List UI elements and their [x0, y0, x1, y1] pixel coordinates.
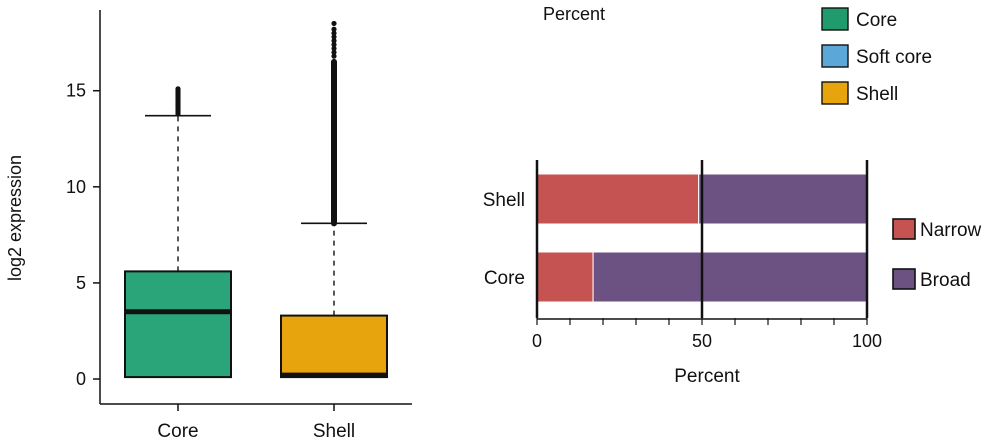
- boxplot-y-axis-label: log2 expression: [5, 155, 25, 281]
- stacked-bar-category-labels: Shell Core: [483, 190, 525, 289]
- stacked-bar-legend: Narrow Broad: [892, 218, 982, 291]
- outlier-point: [331, 30, 337, 36]
- y-tick-label: 5: [76, 273, 86, 293]
- stacked-bar-panel: Shell Core 0 50 100 Percent Narrow Broad: [483, 160, 982, 387]
- outlier-point: [331, 45, 337, 52]
- top-legend: Percent Core Soft core Shell: [543, 4, 932, 105]
- boxplot-panel: 0 5 10 15 Core Shell log2 expression: [5, 10, 412, 442]
- x-tick-label: 100: [852, 331, 882, 351]
- boxplot-x-ticks: Core Shell: [157, 404, 355, 442]
- bar-shell-narrow: [536, 173, 700, 225]
- x-tick-label: 50: [692, 331, 712, 351]
- x-tick-label: Core: [157, 421, 198, 442]
- outlier-point: [331, 26, 337, 32]
- boxplot-axes: [99, 10, 412, 405]
- box-shell: [280, 20, 388, 379]
- boxplot-y-ticks: 0 5 10 15: [66, 81, 100, 389]
- y-tick-label: 15: [66, 81, 86, 101]
- outlier-point: [331, 49, 337, 55]
- bar-core-broad: [592, 251, 868, 303]
- iqr-box: [280, 314, 388, 379]
- legend-label: Shell: [856, 84, 898, 105]
- category-label: Core: [484, 268, 525, 289]
- outlier-point: [331, 53, 337, 59]
- stacked-bar-x-ticks: 0 50 100: [532, 331, 882, 351]
- bar-core-narrow: [536, 251, 594, 303]
- outlier-point: [331, 38, 337, 44]
- legend-label: Core: [856, 10, 897, 31]
- legend-label: Narrow: [920, 220, 982, 241]
- stacked-bar-x-axis-label: Percent: [674, 366, 740, 387]
- legend-swatch-soft-core: [821, 44, 849, 68]
- boxplot-boxes: [124, 20, 388, 379]
- outlier-point: [175, 86, 181, 92]
- top-legend-title: Percent: [543, 4, 605, 24]
- x-tick-label: 0: [532, 331, 542, 351]
- box-core: [124, 86, 232, 379]
- legend-swatch-broad: [892, 268, 916, 290]
- category-label: Shell: [483, 190, 525, 211]
- stacked-bars: [536, 173, 868, 303]
- outlier-point: [331, 41, 337, 48]
- y-tick-label: 0: [76, 369, 86, 389]
- iqr-box: [124, 270, 232, 379]
- y-tick-label: 10: [66, 177, 86, 197]
- legend-label: Soft core: [856, 47, 932, 68]
- outlier-point: [331, 20, 337, 27]
- bar-shell-broad: [698, 173, 868, 225]
- legend-swatch-core: [821, 7, 849, 31]
- legend-swatch-shell: [821, 81, 849, 105]
- legend-label: Broad: [920, 270, 971, 291]
- outlier-point: [331, 34, 337, 40]
- legend-swatch-narrow: [892, 218, 916, 240]
- x-tick-label: Shell: [313, 421, 355, 442]
- stacked-bar-axes: [535, 160, 869, 325]
